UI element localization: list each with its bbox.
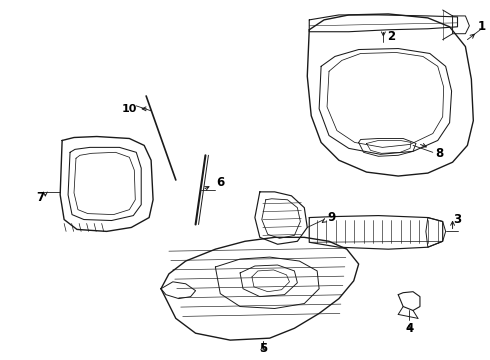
Text: 1: 1 — [478, 20, 486, 33]
Text: 7: 7 — [36, 191, 45, 204]
Text: 4: 4 — [405, 322, 413, 335]
Text: 10: 10 — [122, 104, 137, 114]
Text: 9: 9 — [328, 211, 336, 224]
Text: 2: 2 — [387, 30, 395, 42]
Text: 3: 3 — [453, 213, 462, 226]
Text: 8: 8 — [436, 147, 444, 160]
Text: 6: 6 — [216, 176, 224, 189]
Text: 5: 5 — [259, 342, 267, 355]
